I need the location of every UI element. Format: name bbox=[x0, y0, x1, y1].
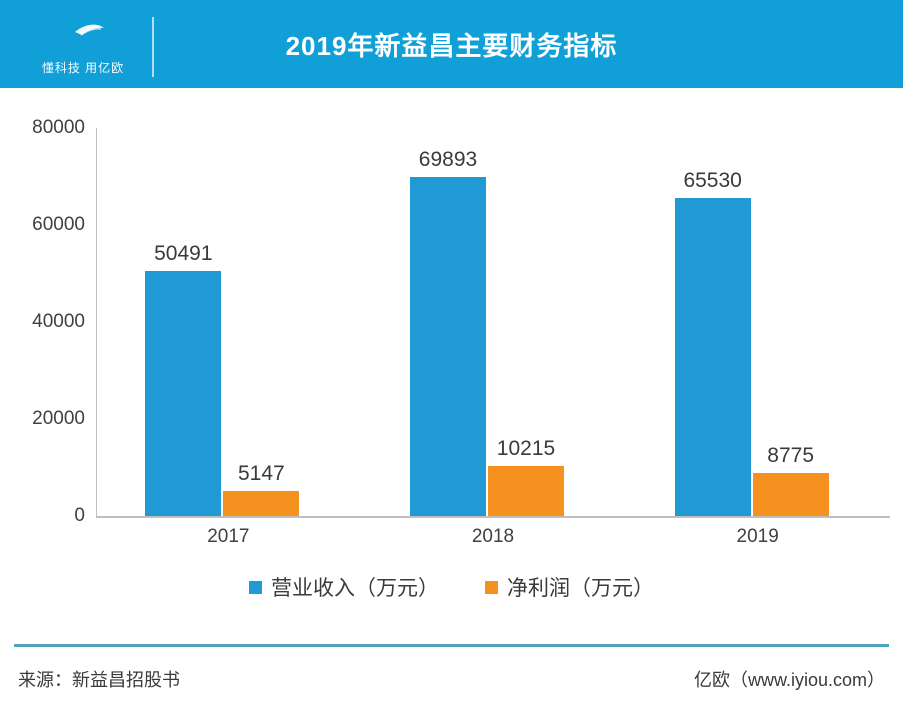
bar-chart: 0 20000 40000 60000 80000 50491 5147 69893 1021… bbox=[0, 88, 903, 633]
page-footer: 来源：新益昌招股书 亿欧（www.iyiou.com） bbox=[0, 655, 903, 705]
bar-value-label: 69893 bbox=[418, 148, 478, 172]
y-axis-tick-label: 0 bbox=[74, 505, 85, 526]
legend-swatch-icon bbox=[249, 580, 262, 594]
bar-profit[interactable] bbox=[752, 473, 829, 516]
y-axis-tick-labels: 0 20000 40000 60000 80000 bbox=[0, 88, 96, 633]
legend-label: 营业收入（万元） bbox=[271, 577, 439, 600]
footer-source-text: 来源：新益昌招股书 bbox=[18, 670, 180, 690]
y-axis-tick-label: 80000 bbox=[32, 117, 85, 138]
page-title: 2019年新益昌主要财务指标 bbox=[285, 31, 618, 61]
legend-swatch-icon bbox=[485, 580, 498, 594]
bar-profit[interactable] bbox=[488, 466, 564, 516]
plot-area: 50491 5147 69893 10215 65530 8775 bbox=[96, 128, 890, 516]
footer-divider bbox=[14, 644, 889, 647]
header-divider bbox=[152, 17, 154, 77]
bar-value-label: 65530 bbox=[683, 169, 742, 193]
y-axis-tick-label: 60000 bbox=[32, 214, 85, 235]
bar-profit[interactable] bbox=[223, 491, 300, 516]
brand-logo: 懂科技 用亿欧 bbox=[28, 12, 138, 78]
x-axis-tick-label: 2017 bbox=[207, 526, 250, 547]
footer-brand-text: 亿欧（www.iyiou.com） bbox=[693, 670, 885, 690]
yiou-swoosh-logo-icon bbox=[75, 24, 104, 36]
chart-legend: 营业收入（万元） 净利润（万元） bbox=[0, 572, 903, 602]
bar-revenue[interactable] bbox=[410, 177, 486, 516]
x-axis-tick-label: 2018 bbox=[471, 526, 515, 547]
page-header: 懂科技 用亿欧 2019年新益昌主要财务指标 bbox=[0, 0, 903, 88]
x-axis-tick-label: 2019 bbox=[736, 526, 779, 547]
bar-value-label: 50491 bbox=[154, 242, 213, 266]
bar-revenue[interactable] bbox=[674, 198, 751, 516]
bar-value-label: 5147 bbox=[237, 462, 285, 486]
brand-logo-text: 懂科技 用亿欧 bbox=[41, 61, 125, 75]
bar-value-label: 8775 bbox=[767, 444, 815, 468]
y-axis-line bbox=[96, 128, 97, 517]
y-axis-tick-label: 40000 bbox=[32, 311, 85, 332]
y-axis-tick-label: 20000 bbox=[32, 408, 85, 429]
legend-label: 净利润（万元） bbox=[507, 577, 654, 600]
x-axis-line bbox=[96, 516, 890, 518]
legend-item-profit[interactable]: 净利润（万元） bbox=[485, 572, 654, 602]
bar-revenue[interactable] bbox=[145, 271, 222, 516]
legend-item-revenue[interactable]: 营业收入（万元） bbox=[249, 572, 439, 602]
bar-value-label: 10215 bbox=[496, 437, 556, 461]
